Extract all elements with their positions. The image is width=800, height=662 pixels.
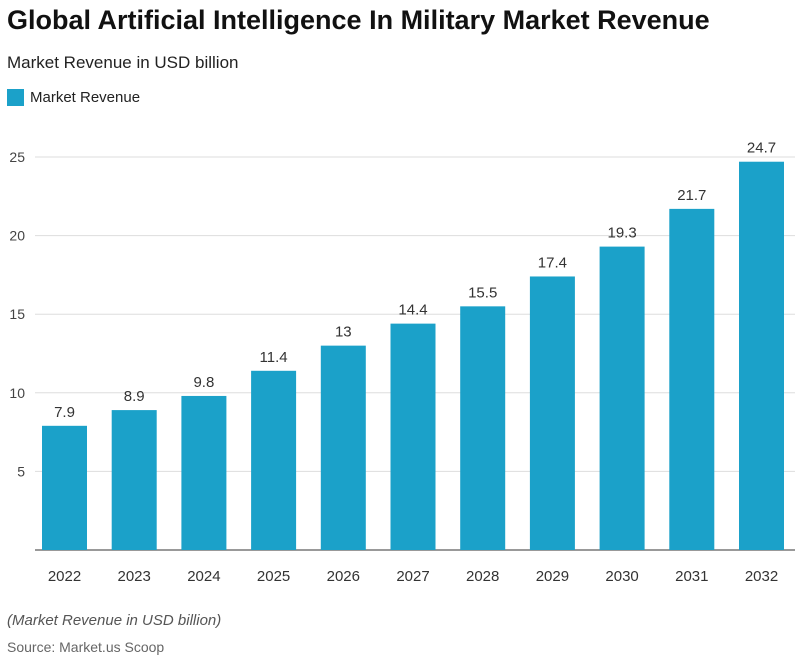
chart-subtitle: Market Revenue in USD billion [7, 53, 239, 72]
x-tick-label: 2027 [396, 568, 429, 585]
bar-2028 [460, 306, 506, 550]
legend-swatch [7, 89, 24, 106]
data-label: 21.7 [677, 187, 706, 204]
bar-2027 [390, 323, 436, 550]
x-tick-label: 2022 [48, 568, 81, 585]
data-label: 17.4 [538, 254, 567, 271]
bar-2025 [251, 370, 297, 550]
y-tick-label: 20 [9, 228, 25, 244]
bar-2023 [111, 410, 157, 550]
data-label: 15.5 [468, 284, 497, 301]
bar-2031 [669, 208, 715, 550]
data-label: 24.7 [747, 140, 776, 157]
x-tick-label: 2032 [745, 568, 778, 585]
x-tick-label: 2023 [118, 568, 151, 585]
legend-label: Market Revenue [30, 89, 141, 106]
bar-2032 [739, 161, 784, 550]
y-tick-label: 10 [9, 385, 25, 401]
y-tick-label: 15 [9, 306, 25, 322]
x-tick-label: 2029 [536, 568, 569, 585]
chart-title: Global Artificial Intelligence In Milita… [7, 5, 710, 35]
x-tick-label: 2028 [466, 568, 499, 585]
x-tick-label: 2030 [605, 568, 638, 585]
x-tick-label: 2031 [675, 568, 708, 585]
data-label: 9.8 [193, 374, 214, 391]
bar-2030 [599, 246, 645, 550]
data-label: 13 [335, 324, 352, 341]
data-label: 8.9 [124, 388, 145, 405]
x-tick-label: 2026 [327, 568, 360, 585]
y-tick-label: 25 [9, 149, 25, 165]
footer-source: Source: Market.us Scoop [7, 639, 165, 655]
x-tick-label: 2025 [257, 568, 290, 585]
data-label: 14.4 [398, 302, 427, 319]
data-label: 7.9 [54, 404, 75, 421]
y-tick-label: 5 [17, 463, 25, 479]
bar-2024 [181, 395, 227, 550]
footer-note: (Market Revenue in USD billion) [7, 612, 222, 629]
data-label: 11.4 [260, 349, 288, 366]
legend: Market Revenue [7, 89, 140, 106]
data-label: 19.3 [607, 225, 636, 242]
bar-2022 [42, 425, 87, 550]
bar-2029 [529, 276, 575, 550]
bar-2026 [320, 345, 366, 550]
x-tick-label: 2024 [187, 568, 220, 585]
